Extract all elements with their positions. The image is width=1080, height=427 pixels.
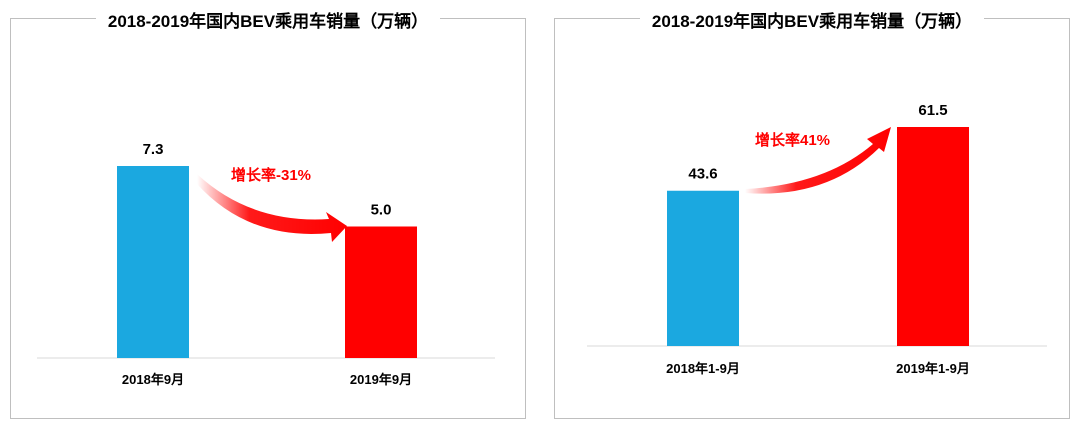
bar-2018-09 [117,166,189,358]
chart-svg-ytd: 43.6 61.5 2018年1-9月 2019年1-9月 增长率41% [587,102,1047,376]
bar-value-label-2019-09: 5.0 [371,201,392,218]
chart-svg-monthly: 7.3 5.0 2018年9月 2019年9月 增长率-31% [37,141,495,387]
bar-value-label-2018-09: 7.3 [143,141,164,158]
bar-value-label-2018-ytd: 43.6 [688,166,717,183]
chart-panel-ytd: 2018-2019年国内BEV乘用车销量（万辆） 43.6 61.5 2018年… [554,12,1070,419]
chart-title-text: 2018-2019年国内BEV乘用车销量（万辆） [95,12,441,31]
bar-2019-ytd [897,127,969,346]
growth-arrow [745,127,891,194]
category-label-2019-09: 2019年9月 [350,372,412,387]
bar-2018-ytd [667,190,739,346]
decline-arrow [197,174,347,242]
category-label-2018-ytd: 2018年1-9月 [666,361,740,376]
chart-panel-monthly: 2018-2019年国内BEV乘用车销量（万辆） 7.3 5.0 2018年9月… [10,12,526,419]
chart-title-text: 2018-2019年国内BEV乘用车销量（万辆） [639,12,985,31]
bar-2019-09 [345,226,417,358]
growth-rate-label: 增长率-31% [231,166,311,184]
chart-title: 2018-2019年国内BEV乘用车销量（万辆） [555,7,1069,32]
growth-rate-label: 增长率41% [755,131,830,149]
category-label-2019-ytd: 2019年1-9月 [896,361,970,376]
chart-title: 2018-2019年国内BEV乘用车销量（万辆） [11,7,525,32]
bar-value-label-2019-ytd: 61.5 [918,102,947,119]
category-label-2018-09: 2018年9月 [122,372,184,387]
